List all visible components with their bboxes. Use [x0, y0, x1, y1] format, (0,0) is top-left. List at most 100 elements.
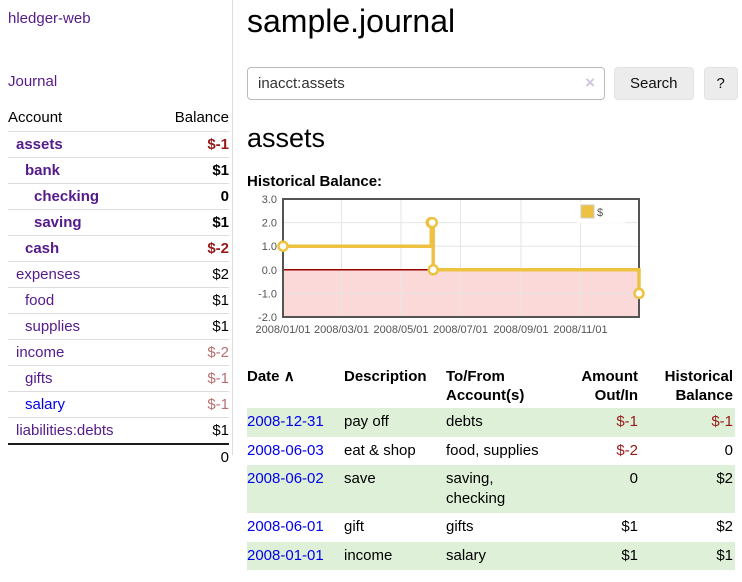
- account-balance: $-1: [207, 136, 229, 153]
- svg-text:3.0: 3.0: [262, 195, 277, 206]
- account-balance: $1: [212, 162, 229, 179]
- account-balance: $-1: [207, 370, 229, 387]
- register-accounts: salary: [446, 546, 487, 564]
- register-row: 2008-12-31 pay off debts $-1 $-1: [247, 408, 735, 437]
- register-date-link[interactable]: 2008-12-31: [247, 413, 324, 431]
- register-row: 2008-06-02 save saving, checking 0 $2: [247, 464, 735, 514]
- register-balance: $2: [716, 469, 733, 487]
- help-button[interactable]: ?: [703, 66, 738, 100]
- register-header-balance: Historical Balance: [664, 367, 733, 404]
- main-content: sample.journal × Search ? assets Histori…: [233, 0, 738, 570]
- register-row: 2008-01-01 income salary $1 $1: [247, 541, 735, 570]
- svg-text:2008/01/01: 2008/01/01: [255, 324, 310, 336]
- svg-text:2008/03/01: 2008/03/01: [314, 324, 369, 336]
- register-row: 2008-06-03 eat & shop food, supplies $-2…: [247, 437, 735, 465]
- account-link[interactable]: liabilities:debts: [16, 422, 114, 439]
- account-balance: $1: [212, 292, 229, 309]
- account-row: salary $-1: [8, 391, 229, 418]
- page-title: sample.journal: [247, 3, 456, 39]
- hledger-web-app: hledger-web Journal Account Balance asse…: [0, 0, 738, 570]
- account-link[interactable]: income: [16, 344, 65, 361]
- account-link[interactable]: cash: [25, 240, 60, 257]
- account-balance: 0: [220, 188, 229, 205]
- svg-text:2008/09/01: 2008/09/01: [493, 324, 548, 336]
- register-accounts: saving, checking: [446, 469, 506, 508]
- svg-text:-1.0: -1.0: [258, 288, 277, 300]
- account-link[interactable]: bank: [25, 162, 61, 179]
- account-balance: $-1: [207, 396, 229, 413]
- register-description: gift: [344, 518, 365, 536]
- accounts-table: Account Balance assets $-1 bank $1 check…: [8, 105, 229, 470]
- account-row: bank $1: [8, 157, 229, 184]
- register-date-link[interactable]: 2008-01-01: [247, 546, 324, 564]
- account-row: food $1: [8, 287, 229, 314]
- register-row: 2008-06-01 gift gifts $1 $2: [247, 513, 735, 541]
- svg-text:-2.0: -2.0: [258, 312, 277, 324]
- register-balance: 0: [724, 441, 733, 459]
- accounts-header-row: Account Balance: [8, 105, 229, 132]
- register-balance: $2: [716, 518, 733, 536]
- account-row: expenses $2: [8, 261, 229, 288]
- account-balance: $-2: [207, 344, 229, 361]
- register-amount: $1: [621, 546, 638, 564]
- register-header-description: Description: [344, 367, 427, 385]
- register-balance: $-1: [711, 413, 733, 431]
- account-link[interactable]: food: [25, 292, 55, 309]
- account-balance: $1: [212, 422, 229, 439]
- account-balance: $1: [212, 214, 229, 231]
- register-description: save: [344, 469, 376, 487]
- search-form: × Search ?: [247, 66, 738, 100]
- account-row: supplies $1: [8, 313, 229, 340]
- svg-text:1.0: 1.0: [262, 241, 277, 253]
- accounts-header-account: Account: [8, 109, 63, 126]
- search-button[interactable]: Search: [614, 66, 694, 100]
- sidebar-nav: Journal: [8, 73, 232, 90]
- register-amount: $1: [621, 518, 638, 536]
- register-date-link[interactable]: 2008-06-02: [247, 469, 324, 487]
- svg-text:2008/07/01: 2008/07/01: [433, 324, 488, 336]
- chart-heading: Historical Balance:: [247, 172, 383, 190]
- register-header-row: Date ∧ Description To/From Account(s) Am…: [247, 366, 735, 409]
- account-row: gifts $-1: [8, 365, 229, 392]
- accounts-header-balance: Balance: [174, 109, 229, 126]
- accounts-table-body: assets $-1 bank $1 checking 0 saving $1 …: [8, 131, 229, 445]
- register-table: Date ∧ Description To/From Account(s) Am…: [247, 366, 735, 570]
- account-balance: $1: [212, 318, 229, 335]
- account-row: saving $1: [8, 209, 229, 236]
- account-row: checking 0: [8, 183, 229, 210]
- account-link[interactable]: saving: [34, 214, 82, 231]
- account-link[interactable]: salary: [25, 396, 66, 413]
- sort-ascending-icon: ∧: [283, 367, 295, 385]
- clear-search-icon[interactable]: ×: [585, 72, 595, 92]
- register-table-body: 2008-12-31 pay off debts $-1 $-1 2008-06…: [247, 408, 735, 570]
- svg-text:2008/11/01: 2008/11/01: [553, 324, 607, 336]
- historical-balance-chart: $3.0 2.0 1.0 0.0 -1.0 -2.0 2008/01/01 2008/03/0…: [247, 194, 728, 349]
- account-balance: $-2: [207, 240, 229, 257]
- svg-text:$: $: [597, 207, 603, 219]
- account-link[interactable]: gifts: [25, 370, 53, 387]
- register-header-amount: Amount Out/In: [581, 367, 638, 404]
- register-header-date[interactable]: Date ∧: [247, 367, 295, 385]
- account-row: income $-2: [8, 339, 229, 366]
- account-link[interactable]: assets: [16, 136, 63, 153]
- register-accounts: gifts: [446, 518, 474, 536]
- register-date-link[interactable]: 2008-06-03: [247, 441, 324, 459]
- search-input-wrap: ×: [247, 66, 605, 100]
- register-description: pay off: [344, 413, 389, 431]
- register-amount: $-1: [616, 413, 638, 431]
- svg-text:2.0: 2.0: [262, 217, 277, 229]
- account-link[interactable]: supplies: [25, 318, 81, 335]
- sidebar: hledger-web Journal Account Balance asse…: [0, 0, 233, 466]
- accounts-total-balance: 0: [220, 449, 229, 466]
- sidebar-item-journal[interactable]: Journal: [8, 73, 58, 90]
- svg-text:2008/05/01: 2008/05/01: [373, 324, 428, 336]
- register-description: eat & shop: [344, 441, 416, 459]
- register-accounts: debts: [446, 413, 483, 431]
- brand-link[interactable]: hledger-web: [8, 10, 91, 27]
- register-accounts: food, supplies: [446, 441, 539, 459]
- account-link[interactable]: checking: [34, 188, 100, 205]
- account-link[interactable]: expenses: [16, 266, 81, 283]
- search-input[interactable]: [247, 66, 605, 100]
- register-date-link[interactable]: 2008-06-01: [247, 518, 324, 536]
